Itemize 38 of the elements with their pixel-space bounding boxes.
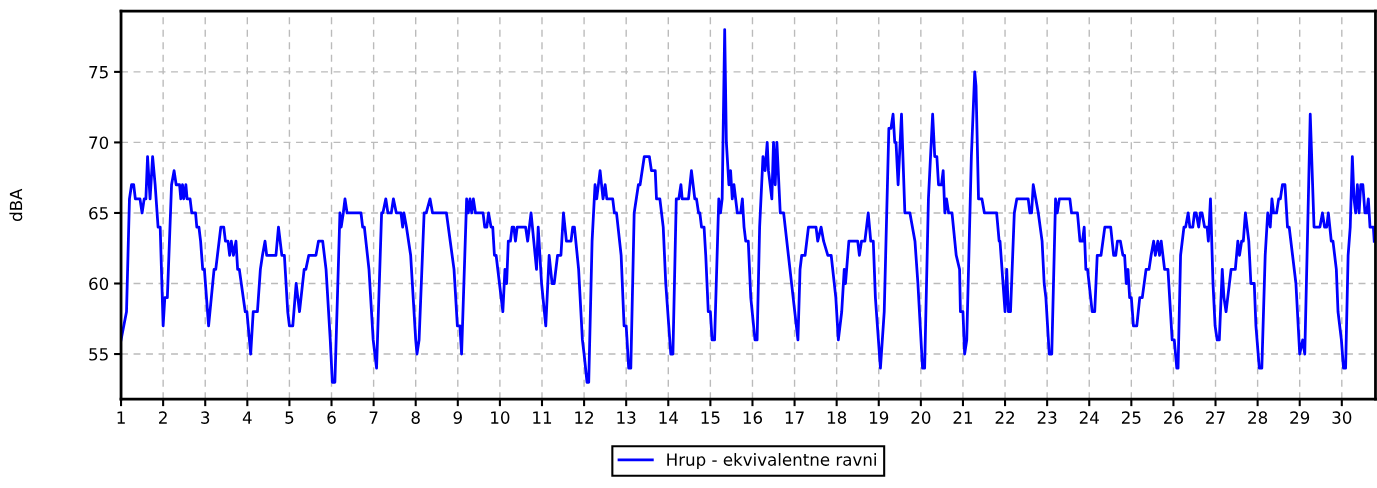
x-tick-label: 1 xyxy=(117,411,125,424)
x-tick-label: 10 xyxy=(491,411,510,424)
y-tick-label: 75 xyxy=(89,66,108,79)
x-tick-label: 2 xyxy=(159,411,167,424)
x-tick-label: 23 xyxy=(1037,411,1057,424)
x-tick-label: 6 xyxy=(327,411,336,424)
y-tick-label: 65 xyxy=(89,206,108,220)
line-series xyxy=(121,28,1376,384)
x-tick-label: 7 xyxy=(369,411,378,424)
x-tick-label: 9 xyxy=(453,411,462,424)
y-tick-label: 55 xyxy=(89,348,108,361)
x-tick-label: 21 xyxy=(953,411,973,424)
x-tick-label: 28 xyxy=(1248,411,1268,424)
x-tick-label: 14 xyxy=(659,411,678,424)
legend-label: Hrup - ekvivalentne ravni xyxy=(667,452,876,470)
x-tick-label: 16 xyxy=(743,411,763,424)
y-axis-title: dBA xyxy=(9,188,23,221)
x-tick-label: 25 xyxy=(1121,411,1141,424)
x-tick-label: 15 xyxy=(701,411,720,424)
x-tick-label: 11 xyxy=(533,411,552,424)
x-tick-label: 3 xyxy=(201,411,210,424)
x-tick-label: 26 xyxy=(1164,411,1183,424)
x-tick-label: 5 xyxy=(285,411,294,424)
x-tick-label: 8 xyxy=(411,411,420,424)
x-tick-label: 24 xyxy=(1079,411,1099,424)
x-tick-label: 30 xyxy=(1332,411,1352,424)
x-tick-label: 29 xyxy=(1290,411,1310,424)
x-tick-label: 17 xyxy=(785,411,804,424)
y-tick-label: 70 xyxy=(89,136,109,149)
y-tick-label: 60 xyxy=(89,277,109,291)
x-tick-label: 12 xyxy=(575,411,594,424)
x-tick-label: 18 xyxy=(827,411,847,424)
x-tick-label: 22 xyxy=(995,411,1014,424)
x-tick-label: 27 xyxy=(1206,411,1225,424)
x-tick-label: 13 xyxy=(617,411,636,424)
x-tick-label: 4 xyxy=(242,411,252,424)
x-tick-label: 20 xyxy=(911,411,931,424)
x-tick-label: 19 xyxy=(869,411,889,424)
